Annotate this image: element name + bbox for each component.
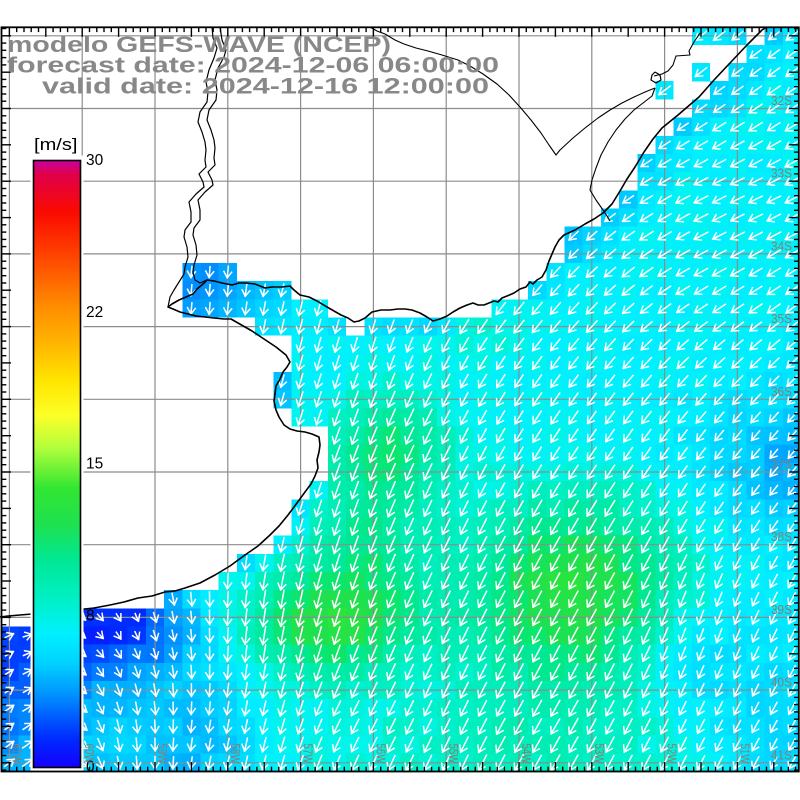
svg-text:58W: 58W: [228, 744, 243, 765]
svg-text:valid date: 2024-12-16 12:00:0: valid date: 2024-12-16 12:00:00: [42, 74, 489, 99]
svg-text:forecast date: 2024-12-06 06:0: forecast date: 2024-12-06 06:00:00: [7, 53, 499, 78]
svg-text:34S: 34S: [771, 238, 792, 253]
svg-text:0: 0: [86, 759, 95, 776]
svg-text:36S: 36S: [771, 384, 792, 399]
svg-text:8: 8: [86, 607, 95, 624]
svg-text:59W: 59W: [155, 744, 170, 765]
svg-text:41S: 41S: [771, 747, 792, 762]
svg-text:53W: 53W: [592, 744, 607, 765]
svg-text:33S: 33S: [771, 166, 792, 181]
svg-text:51W: 51W: [737, 744, 752, 765]
svg-text:39S: 39S: [771, 602, 792, 617]
svg-text:modelo GEFS-WAVE (NCEP): modelo GEFS-WAVE (NCEP): [7, 32, 391, 57]
svg-text:32S: 32S: [771, 93, 792, 108]
svg-text:56W: 56W: [373, 744, 388, 765]
svg-text:57W: 57W: [301, 744, 316, 765]
svg-text:55W: 55W: [446, 744, 461, 765]
svg-text:40S: 40S: [771, 675, 792, 690]
svg-text:15: 15: [86, 456, 103, 473]
svg-text:22: 22: [86, 304, 103, 321]
svg-text:[m/s]: [m/s]: [34, 136, 78, 154]
svg-text:38S: 38S: [771, 529, 792, 544]
svg-text:30: 30: [86, 152, 104, 169]
svg-text:37S: 37S: [771, 457, 792, 472]
svg-text:61W: 61W: [9, 744, 24, 765]
svg-text:52W: 52W: [665, 744, 680, 765]
svg-text:60W: 60W: [82, 744, 97, 765]
svg-text:35S: 35S: [771, 311, 792, 326]
svg-text:54W: 54W: [519, 744, 534, 765]
